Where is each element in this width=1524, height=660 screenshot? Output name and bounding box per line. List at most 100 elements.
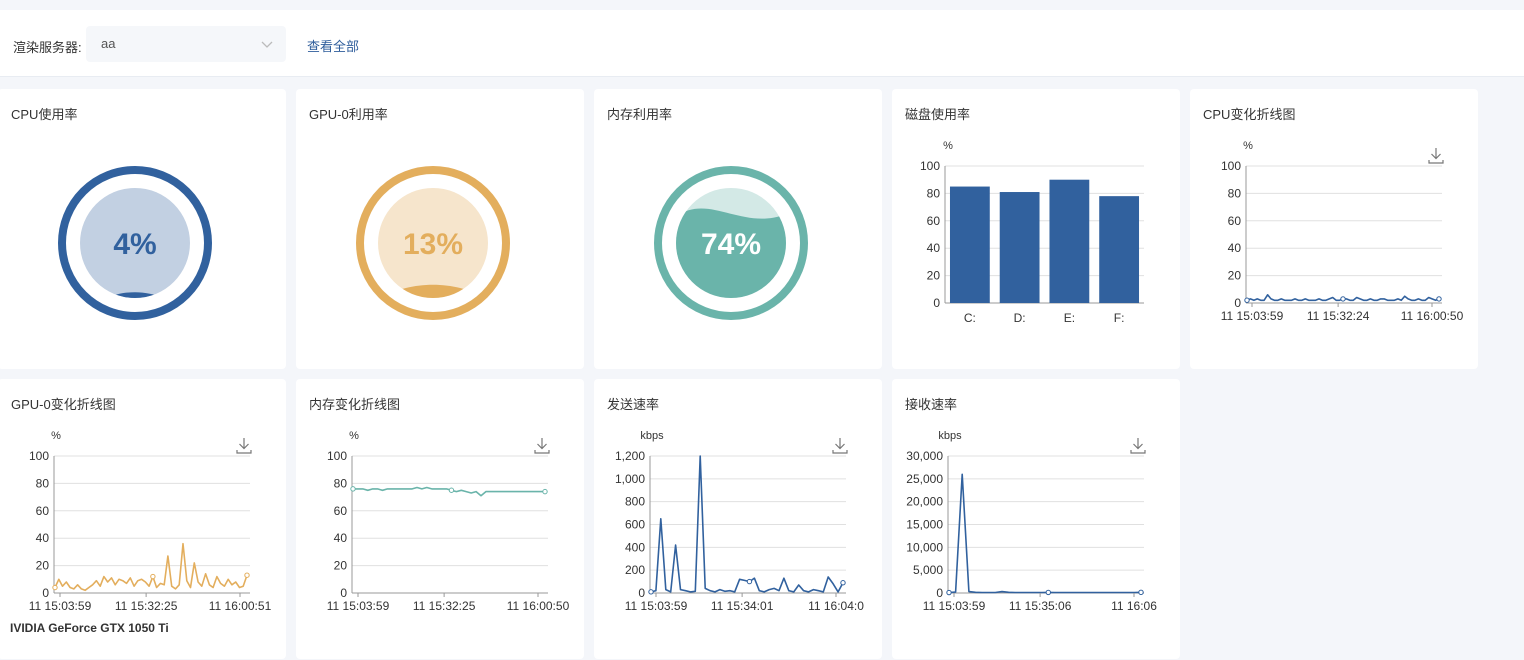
x-tick-label: 11 15:32:25 bbox=[413, 599, 476, 613]
x-tick-label: 11 16:00:50 bbox=[507, 599, 570, 613]
y-tick-label: 600 bbox=[625, 518, 645, 532]
card-title: 发送速率 bbox=[607, 397, 660, 412]
series-marker bbox=[1045, 589, 1052, 596]
series-marker bbox=[1138, 589, 1144, 596]
memory-line-chart-card: 内存变化折线图 % 0 20 40 60 80 100 11 15:03:59 11 15:32… bbox=[296, 379, 584, 659]
y-axis-unit: kbps bbox=[938, 430, 962, 442]
series-marker bbox=[840, 580, 846, 586]
gauge-value-label: 74% bbox=[701, 228, 761, 261]
x-tick-label: 11 15:03:59 bbox=[625, 599, 688, 613]
gauge-value-label: 13% bbox=[403, 228, 463, 261]
card-title: GPU-0变化折线图 bbox=[11, 397, 116, 412]
y-tick-label: 60 bbox=[334, 504, 348, 518]
y-tick-label: 60 bbox=[1228, 214, 1242, 228]
y-tick-label: 30,000 bbox=[906, 449, 943, 463]
y-tick-label: 0 bbox=[340, 586, 347, 600]
series-marker bbox=[150, 573, 156, 580]
x-tick-label: 11 15:03:59 bbox=[923, 599, 986, 613]
x-tick-label: 11 16:06 bbox=[1111, 599, 1157, 613]
x-tick-label: 11 15:32:24 bbox=[1307, 309, 1370, 323]
chart-svg: 74% bbox=[654, 166, 808, 320]
x-tick-label: 11 15:34:01 bbox=[711, 599, 774, 613]
series-marker bbox=[350, 486, 356, 492]
download-icon[interactable] bbox=[1130, 438, 1146, 454]
y-tick-label: 15,000 bbox=[906, 518, 943, 532]
gpu-usage-card: GPU-0利用率 13% bbox=[296, 89, 584, 369]
series-marker bbox=[52, 584, 58, 591]
chart-svg: kbps 0 5,000 10,000 15,000 20,000 25,000 30,000… bbox=[906, 430, 1157, 613]
gauge-wave bbox=[378, 284, 488, 298]
x-tick-label: 11 16:00:50 bbox=[1401, 309, 1464, 323]
gpu-device-name: IVIDIA GeForce GTX 1050 Ti bbox=[10, 621, 169, 635]
render-server-label: 渲染服务器: bbox=[13, 40, 82, 55]
chart-svg: % 0 20 40 60 80 100 C: D: E: F: bbox=[920, 140, 1144, 325]
y-tick-label: 25,000 bbox=[906, 472, 943, 486]
render-server-value: aa bbox=[101, 36, 116, 51]
y-axis-unit: % bbox=[943, 140, 953, 152]
y-tick-label: 200 bbox=[625, 563, 645, 577]
top-strip bbox=[0, 0, 1524, 10]
chevron-down-icon bbox=[261, 41, 273, 48]
y-tick-label: 1,000 bbox=[615, 472, 645, 486]
y-axis-unit: kbps bbox=[640, 430, 664, 442]
y-tick-label: 80 bbox=[927, 186, 941, 200]
chart-svg: % 0 20 40 60 80 100 11 15:03:59 11 15:32:25 11 16… bbox=[327, 430, 570, 613]
series-marker bbox=[1340, 296, 1346, 302]
disk-bar bbox=[949, 186, 990, 303]
series-marker bbox=[244, 572, 250, 578]
x-tick-label: 11 16:04:0 bbox=[808, 599, 864, 613]
y-tick-label: 20 bbox=[334, 559, 348, 573]
view-all-link[interactable]: 查看全部 bbox=[307, 39, 360, 54]
gauge-ring bbox=[58, 166, 212, 320]
x-tick-label: 11 16:00:51 bbox=[209, 599, 272, 613]
y-axis-unit: % bbox=[349, 430, 359, 442]
render-server-select[interactable]: aa bbox=[86, 26, 286, 62]
y-tick-label: 800 bbox=[625, 495, 645, 509]
card-title: 接收速率 bbox=[905, 397, 958, 412]
y-tick-label: 100 bbox=[29, 449, 49, 463]
chart-svg: % 0 20 40 60 80 100 11 15:03:59 11 15:32:25 11 16… bbox=[29, 430, 272, 613]
y-tick-label: 0 bbox=[936, 586, 943, 600]
gauge-ring bbox=[654, 166, 808, 320]
cpu-usage-card: CPU使用率 4% bbox=[0, 89, 286, 369]
y-tick-label: 60 bbox=[36, 504, 50, 518]
series-line bbox=[948, 473, 1142, 594]
gauge-background bbox=[80, 188, 190, 298]
download-icon[interactable] bbox=[236, 438, 252, 454]
y-tick-label: 20 bbox=[927, 269, 941, 283]
memory-usage-card: 内存利用率 74% bbox=[594, 89, 882, 369]
send-rate-chart-card: 发送速率 kbps 0 200 400 600 800 1,000 1,200 11 15:03… bbox=[594, 379, 882, 659]
y-tick-label: 80 bbox=[334, 476, 348, 490]
y-tick-label: 1,200 bbox=[615, 449, 645, 463]
card-title: 内存变化折线图 bbox=[309, 397, 401, 412]
y-tick-label: 100 bbox=[920, 159, 940, 173]
y-tick-label: 60 bbox=[927, 214, 941, 228]
x-tick-label: C: bbox=[964, 311, 976, 325]
receive-rate-chart-card: 接收速率 kbps 0 5,000 10,000 15,000 20,000 25,000 3… bbox=[892, 379, 1180, 659]
series-marker bbox=[746, 578, 753, 585]
gpu-line-chart-card: GPU-0变化折线图 IVIDIA GeForce GTX 1050 Ti % 0… bbox=[0, 379, 286, 659]
series-line bbox=[353, 486, 545, 497]
series-marker bbox=[1244, 297, 1250, 303]
chart-svg: 4% bbox=[58, 166, 212, 320]
card-title: CPU使用率 bbox=[11, 107, 78, 122]
download-icon[interactable] bbox=[832, 438, 848, 454]
disk-bar bbox=[1049, 179, 1090, 303]
card-title: 内存利用率 bbox=[607, 107, 673, 122]
x-tick-label: F: bbox=[1114, 311, 1125, 325]
disk-bar bbox=[999, 192, 1040, 303]
card-title: CPU变化折线图 bbox=[1203, 107, 1296, 122]
gauge-background bbox=[378, 188, 488, 298]
y-axis-unit: % bbox=[51, 430, 61, 442]
download-icon[interactable] bbox=[1428, 148, 1444, 164]
y-tick-label: 400 bbox=[625, 540, 645, 554]
gauge-wave bbox=[103, 292, 167, 298]
y-tick-label: 0 bbox=[42, 586, 49, 600]
download-icon[interactable] bbox=[534, 438, 550, 454]
x-tick-label: E: bbox=[1064, 311, 1075, 325]
cpu-line-chart-card: CPU变化折线图 % 0 20 40 60 80 100 11 15:03:59 11 15:3… bbox=[1190, 89, 1478, 369]
chart-svg: 13% bbox=[356, 166, 510, 320]
series-marker bbox=[1436, 296, 1442, 302]
chart-svg: kbps 0 200 400 600 800 1,000 1,200 11 15:03:59 11… bbox=[615, 430, 864, 613]
y-tick-label: 0 bbox=[638, 586, 645, 600]
